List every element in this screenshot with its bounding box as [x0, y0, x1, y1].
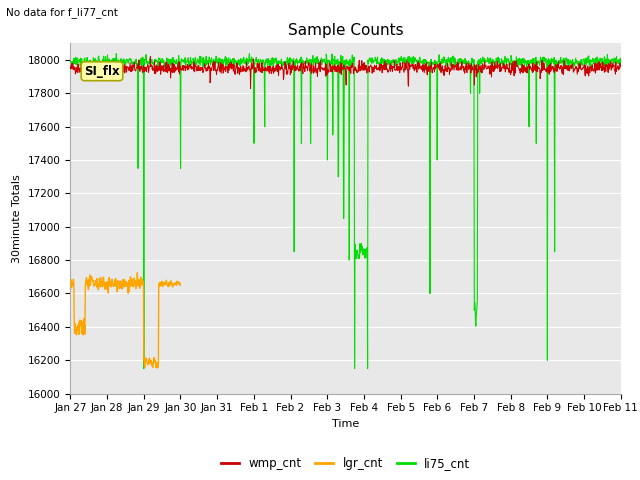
- Text: SI_flx: SI_flx: [84, 65, 120, 78]
- Title: Sample Counts: Sample Counts: [288, 23, 403, 38]
- X-axis label: Time: Time: [332, 419, 359, 429]
- Y-axis label: 30minute Totals: 30minute Totals: [12, 174, 22, 263]
- Text: No data for f_li77_cnt: No data for f_li77_cnt: [6, 7, 118, 18]
- Legend: wmp_cnt, lgr_cnt, li75_cnt: wmp_cnt, lgr_cnt, li75_cnt: [216, 452, 475, 475]
